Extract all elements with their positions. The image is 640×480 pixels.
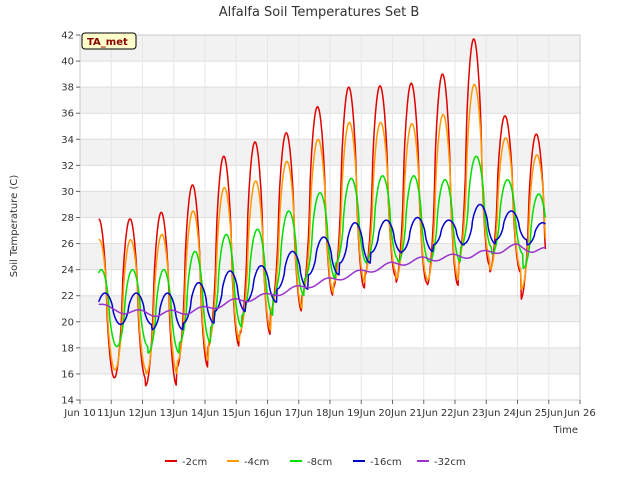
y-tick-label: 36 [61,109,74,120]
y-tick-label: 28 [61,213,74,224]
x-tick-label: Jun 10 [63,408,96,419]
series-line-minus-32cm [98,243,546,318]
x-tick-label: 25Jun [535,408,563,419]
legend: -2cm -4cm -8cm -16cm -32cm [165,457,466,468]
y-tick-label: 16 [61,369,74,380]
x-tick-label: 22Jun [441,408,469,419]
y-tick-label: 38 [61,83,74,94]
y-tick-label: 42 [61,31,74,42]
y-axis-label: Soil Temperature (C) [9,175,20,278]
station-badge-label: TA_met [87,37,128,48]
x-tick-label: 16Jun [253,408,281,419]
y-tick-label: 32 [61,161,74,172]
y-tick-label: 40 [61,57,74,68]
series-line-minus-16cm [98,203,546,331]
x-tick-label: 15Jun [222,408,250,419]
x-tick-label: 12Jun [128,408,156,419]
y-axis-ticks: 14 16 18 20 22 24 26 28 30 32 34 36 38 40 42 [61,31,80,407]
series-lines [98,38,547,387]
y-tick-label: 30 [61,187,74,198]
y-tick-label: 18 [61,343,74,354]
series-line-minus-4cm [98,83,547,375]
x-tick-label: 11Jun [97,408,125,419]
y-tick-label: 34 [61,135,74,146]
legend-label: -32cm [434,457,466,468]
y-tick-label: 26 [61,239,74,250]
x-tick-label: Jun 26 [563,408,596,419]
series-line-minus-2cm [98,38,547,387]
x-tick-label: 20Jun [378,408,406,419]
x-axis-ticks: Jun 10 11Jun 12Jun 13Jun 14Jun 15Jun 16Jun 17Ju… [63,400,596,419]
x-tick-label: 17Jun [285,408,313,419]
chart-title: Alfalfa Soil Temperatures Set B [219,5,420,20]
legend-label: -4cm [244,457,269,468]
x-tick-label: 19Jun [347,408,375,419]
y-tick-label: 14 [61,396,74,407]
station-badge-box [81,32,137,50]
x-axis-label: Time [553,425,578,436]
x-tick-label: 24Jun [503,408,531,419]
y-tick-label: 20 [61,317,74,328]
legend-label: -2cm [182,457,207,468]
series-line-minus-8cm [98,155,547,354]
station-badge: TA_met [81,32,137,50]
x-tick-label: 13Jun [160,408,188,419]
x-tick-label: 23Jun [472,408,500,419]
y-tick-label: 24 [61,265,74,276]
legend-label: -16cm [370,457,402,468]
x-tick-label: 14Jun [191,408,219,419]
legend-label: -8cm [307,457,332,468]
x-tick-label: 18Jun [316,408,344,419]
y-tick-label: 22 [61,291,74,302]
x-tick-label: 21Jun [410,408,438,419]
